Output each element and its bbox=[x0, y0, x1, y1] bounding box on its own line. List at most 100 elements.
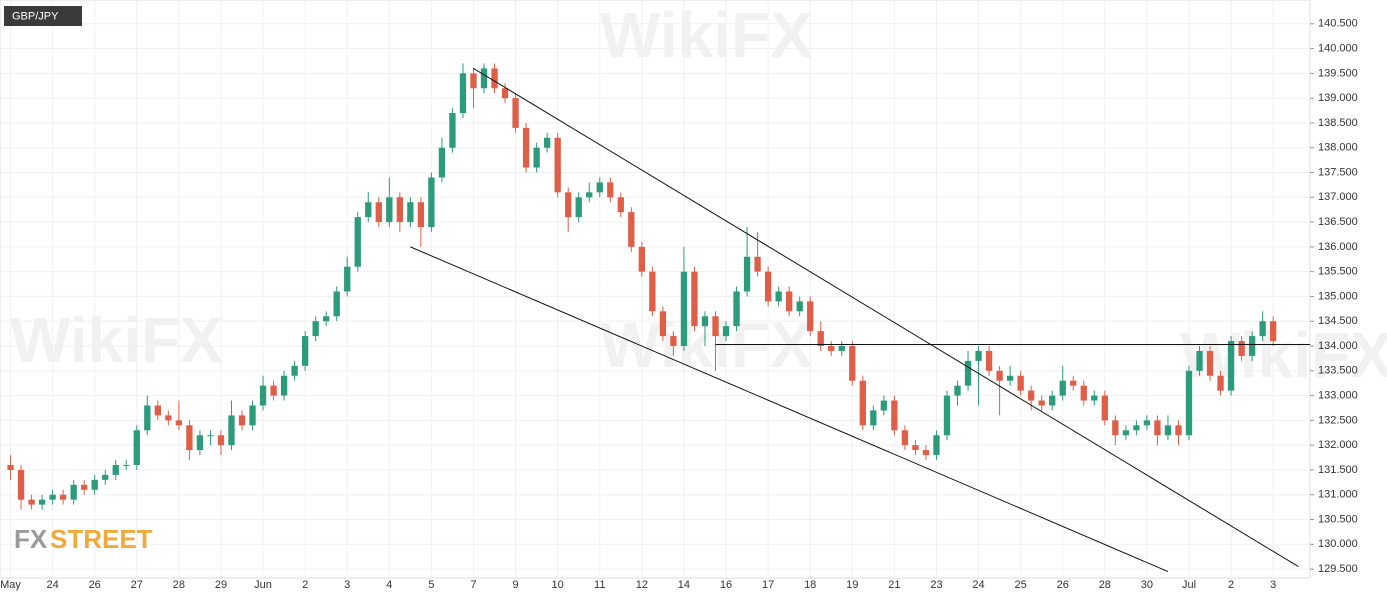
candle-body bbox=[754, 256, 761, 272]
candle-body bbox=[291, 365, 298, 376]
y-tick-label: 131.500 bbox=[1318, 464, 1358, 476]
candle-body bbox=[375, 202, 382, 223]
y-tick-label: 137.500 bbox=[1318, 166, 1358, 178]
candle-body bbox=[680, 271, 688, 347]
candle-body bbox=[323, 316, 330, 322]
candle-body bbox=[1217, 375, 1224, 391]
watermark: WikiFX bbox=[1180, 319, 1387, 391]
x-tick-label: 23 bbox=[930, 579, 942, 591]
candle-body bbox=[91, 479, 98, 490]
y-tick-label: 133.000 bbox=[1318, 389, 1358, 401]
x-tick-label: 30 bbox=[1141, 579, 1153, 591]
candle-body bbox=[17, 469, 25, 500]
candle-body bbox=[365, 202, 372, 218]
candle-body bbox=[1164, 425, 1172, 436]
candle-body bbox=[512, 98, 519, 128]
candle-body bbox=[1238, 341, 1245, 356]
candle-body bbox=[407, 202, 414, 223]
x-tick-label: 7 bbox=[470, 579, 476, 591]
x-tick-label: 21 bbox=[888, 579, 900, 591]
candle-body bbox=[533, 147, 540, 168]
candle-body bbox=[859, 380, 866, 426]
trend-line bbox=[473, 67, 1299, 568]
candle-body bbox=[196, 435, 204, 451]
candle-body bbox=[1196, 350, 1203, 371]
logo-prefix: FX bbox=[14, 524, 48, 554]
y-tick-label: 140.000 bbox=[1318, 42, 1358, 54]
candle-body bbox=[743, 256, 751, 292]
x-tick-label: 18 bbox=[804, 579, 816, 591]
x-tick-label: 24 bbox=[46, 579, 58, 591]
y-tick-label: 136.500 bbox=[1318, 216, 1358, 228]
candle-body bbox=[554, 137, 561, 193]
x-tick-label: 29 bbox=[215, 579, 227, 591]
watermark: WikiFX bbox=[600, 0, 813, 71]
y-tick-label: 130.000 bbox=[1318, 538, 1358, 550]
candle-body bbox=[438, 147, 446, 178]
candle-body bbox=[1154, 420, 1161, 436]
x-tick-label: 27 bbox=[131, 579, 143, 591]
x-tick-label: 2 bbox=[302, 579, 308, 591]
candle-body bbox=[701, 316, 709, 327]
x-tick-label: 26 bbox=[1057, 579, 1069, 591]
candle-body bbox=[543, 137, 551, 148]
candle-body bbox=[1006, 375, 1014, 381]
candle-body bbox=[81, 484, 88, 490]
candle-body bbox=[417, 202, 425, 228]
candle-body bbox=[1133, 425, 1140, 431]
candle-body bbox=[849, 346, 856, 381]
y-tick-label: 139.000 bbox=[1318, 92, 1358, 104]
candle-body bbox=[165, 415, 172, 421]
candle-body bbox=[207, 435, 214, 437]
x-tick-label: 17 bbox=[762, 579, 774, 591]
candle-body bbox=[1227, 341, 1235, 391]
x-tick-label: 5 bbox=[428, 579, 434, 591]
candle-body bbox=[828, 346, 835, 351]
candle-body bbox=[985, 350, 993, 371]
x-tick-label: 28 bbox=[173, 579, 185, 591]
x-tick-label: 19 bbox=[846, 579, 858, 591]
marks bbox=[7, 63, 1310, 573]
candle-body bbox=[70, 484, 77, 500]
y-tick-label: 134.500 bbox=[1318, 315, 1358, 327]
candle-body bbox=[59, 494, 67, 500]
candle-body bbox=[186, 425, 193, 451]
candle-body bbox=[975, 350, 982, 361]
candle-body bbox=[28, 499, 35, 505]
x-tick-label: 2 bbox=[1228, 579, 1234, 591]
candle-body bbox=[807, 301, 814, 332]
watermark: WikiFX bbox=[10, 304, 223, 376]
candle-body bbox=[123, 464, 130, 466]
candle-body bbox=[1028, 390, 1035, 401]
y-tick-label: 131.000 bbox=[1318, 489, 1358, 501]
candle-body bbox=[617, 197, 624, 213]
candle-body bbox=[144, 405, 151, 431]
candle-body bbox=[1143, 420, 1151, 426]
x-tick-label: May bbox=[0, 579, 21, 591]
candle-body bbox=[1259, 321, 1266, 337]
candle-body bbox=[954, 385, 961, 396]
candle-body bbox=[596, 182, 603, 193]
candle-body bbox=[154, 405, 161, 416]
x-tick-label: 9 bbox=[513, 579, 519, 591]
candle-body bbox=[565, 192, 572, 218]
y-tick-label: 135.000 bbox=[1318, 290, 1358, 302]
candle-body bbox=[522, 127, 530, 168]
chart-title: GBP/JPY bbox=[12, 10, 59, 22]
candle-body bbox=[659, 311, 667, 337]
candle-body bbox=[912, 445, 919, 451]
candle-body bbox=[1206, 350, 1214, 376]
x-tick-label: 14 bbox=[678, 579, 690, 591]
candle-body bbox=[301, 336, 309, 366]
candle-body bbox=[333, 291, 340, 317]
candle-body bbox=[796, 301, 803, 312]
x-tick-label: 11 bbox=[594, 579, 605, 591]
x-tick-label: 10 bbox=[552, 579, 564, 591]
y-tick-label: 139.500 bbox=[1318, 67, 1358, 79]
candle-body bbox=[1248, 336, 1256, 356]
candle-body bbox=[1059, 380, 1066, 396]
candle-body bbox=[838, 346, 845, 351]
candle-body bbox=[386, 197, 393, 223]
